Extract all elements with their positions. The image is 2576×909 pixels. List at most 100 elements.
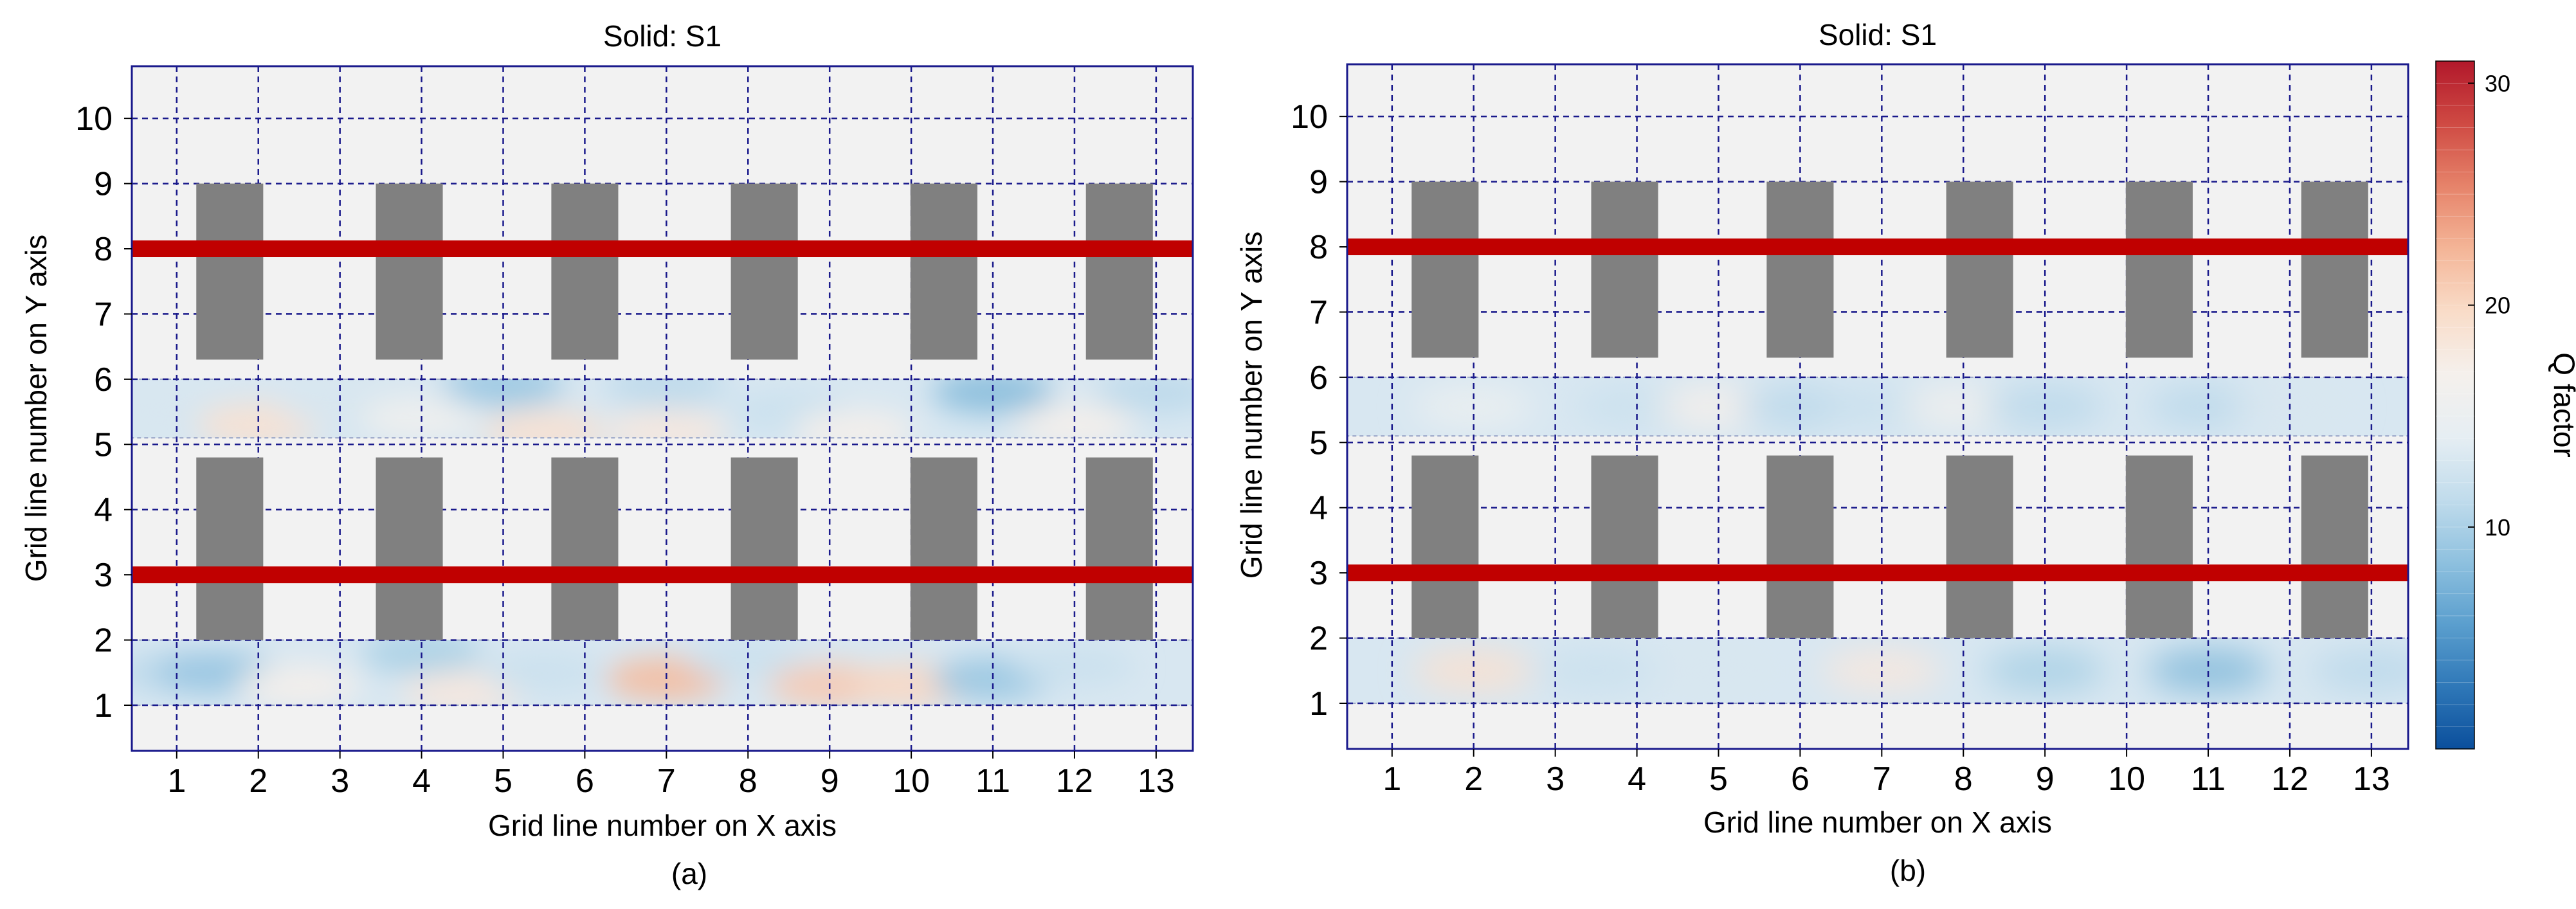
- colorbar-gradient: [2435, 60, 2475, 750]
- colorbar-label: Q factor: [2548, 352, 2576, 458]
- q-field-point: [605, 410, 728, 438]
- q-field-point: [2147, 649, 2270, 693]
- x-tick-label: 12: [2271, 760, 2308, 798]
- beam: [1347, 239, 2408, 255]
- x-tick-label: 8: [1954, 760, 1973, 798]
- y-tick-label: 5: [94, 426, 113, 464]
- q-field-point: [1820, 649, 1943, 693]
- y-tick-label: 5: [1309, 424, 1328, 462]
- panel-b-ylabel: Grid line number on Y axis: [1235, 231, 1268, 579]
- q-field: [1412, 649, 2408, 693]
- q-field-layer: [1347, 377, 2408, 703]
- plot-frame: [131, 65, 1194, 752]
- q-field-point: [442, 379, 565, 408]
- x-tick-label: 10: [2108, 760, 2145, 798]
- plot-frame: [1346, 63, 2409, 750]
- slab-band: [132, 379, 1193, 438]
- q-field-point: [1657, 649, 1780, 693]
- gridlines: [132, 66, 1193, 751]
- q-field: [132, 379, 1193, 438]
- column: [730, 457, 798, 640]
- x-tick-label: 7: [1873, 760, 1891, 798]
- q-field-point: [238, 663, 361, 705]
- panel-a-title: Solid: S1: [603, 19, 721, 53]
- x-tick-label: 4: [412, 762, 431, 800]
- y-tick-label: 8: [1309, 229, 1328, 266]
- column: [1766, 181, 1834, 358]
- x-tick-label: 12: [1056, 762, 1093, 800]
- y-tick-label: 1: [1309, 685, 1328, 723]
- y-tick-label: 2: [1309, 620, 1328, 658]
- x-tick-label: 10: [893, 762, 930, 800]
- colorbar: 10 20 30 Q factor: [2435, 60, 2576, 750]
- q-field-point: [1094, 379, 1193, 415]
- y-tick-label: 8: [94, 231, 113, 268]
- x-tick-label: 8: [739, 762, 757, 800]
- x-tick-label: 3: [1546, 760, 1565, 798]
- x-tick-label: 5: [494, 762, 512, 800]
- y-tick-label: 10: [1291, 98, 1328, 136]
- column: [1085, 457, 1153, 640]
- x-tick-label: 11: [2191, 760, 2226, 798]
- q-field-point: [605, 379, 728, 408]
- column: [551, 457, 619, 640]
- x-tick-label: 7: [657, 762, 676, 800]
- q-field-point: [1412, 649, 1535, 693]
- column: [910, 457, 977, 640]
- slab-band: [132, 640, 1193, 705]
- q-field-point: [482, 410, 605, 438]
- x-tick-label: 13: [2353, 760, 2390, 798]
- x-tick-label: 1: [1383, 760, 1401, 798]
- beams: [1347, 239, 2408, 582]
- beam: [1347, 564, 2408, 582]
- panel-a-xlabel: Grid line number on X axis: [488, 809, 837, 842]
- x-tick-label: 6: [576, 762, 594, 800]
- beams: [132, 240, 1193, 584]
- column: [1946, 181, 2013, 358]
- y-tick-label: 7: [94, 296, 113, 333]
- column: [1411, 181, 1479, 358]
- x-tick-label: 11: [975, 762, 1010, 800]
- panel-b-caption: (b): [1890, 854, 1926, 887]
- colorbar-tick-label: 20: [2485, 292, 2510, 319]
- y-tick-label: 9: [94, 166, 113, 203]
- column: [2301, 181, 2368, 358]
- beam: [132, 240, 1193, 257]
- column: [730, 183, 798, 360]
- y-tick-label: 10: [75, 100, 113, 138]
- y-tick-label: 6: [1309, 359, 1328, 397]
- column: [2125, 455, 2193, 638]
- y-tick-label: 2: [94, 622, 113, 660]
- y-tick-label: 6: [94, 361, 113, 399]
- column: [910, 183, 977, 360]
- y-tick-label: 1: [94, 687, 113, 724]
- column: [196, 457, 264, 640]
- y-tick-label: 3: [1309, 555, 1328, 592]
- column: [1946, 455, 2013, 638]
- slab-band: [1347, 638, 2408, 703]
- column: [196, 183, 264, 360]
- column: [1085, 183, 1153, 360]
- column: [2301, 455, 2368, 638]
- beam: [132, 566, 1193, 584]
- columns: [1411, 181, 2368, 638]
- x-tick-label: 9: [821, 762, 839, 800]
- x-tick-label: 9: [2036, 760, 2054, 798]
- x-tick-label: 1: [167, 762, 186, 800]
- x-tick-label: 3: [331, 762, 349, 800]
- columns: [196, 183, 1153, 640]
- column: [1411, 455, 1479, 638]
- colorbar-tick-label: 10: [2485, 514, 2510, 541]
- column: [376, 457, 443, 640]
- column: [2125, 181, 2193, 358]
- x-tick-label: 6: [1791, 760, 1810, 798]
- q-field-point: [1984, 649, 2107, 693]
- y-tick-label: 4: [1309, 490, 1328, 527]
- panel-a-ylabel: Grid line number on Y axis: [19, 235, 53, 582]
- q-field-point: [2310, 649, 2408, 693]
- column: [1766, 455, 1834, 638]
